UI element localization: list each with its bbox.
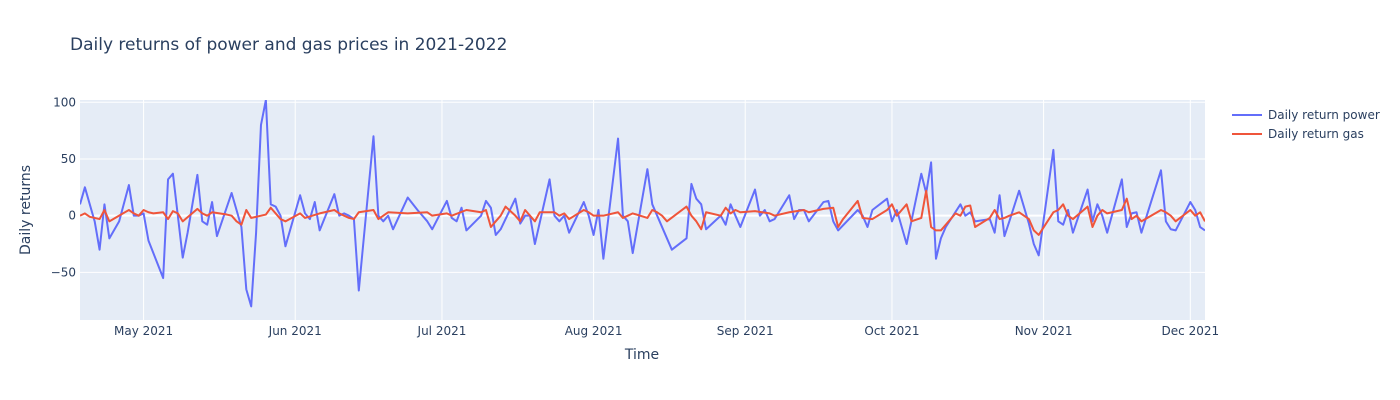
y-tick-label: 100 [53, 95, 76, 109]
x-axis-title: Time [624, 347, 659, 363]
plot-area[interactable] [80, 100, 1205, 320]
x-tick-label: Nov 2021 [1015, 324, 1073, 338]
legend-item-power[interactable]: Daily return power [1232, 108, 1380, 122]
x-tick-label: Jun 2021 [268, 324, 322, 338]
legend-label: Daily return gas [1268, 127, 1364, 141]
series-line-gas[interactable] [80, 189, 1205, 236]
y-tick-label: 50 [61, 152, 76, 166]
x-tick-label: May 2021 [114, 324, 173, 338]
x-tick-label: Sep 2021 [717, 324, 774, 338]
y-tick-label: −50 [51, 265, 76, 279]
series-layer [80, 100, 1205, 308]
x-tick-label: Aug 2021 [565, 324, 623, 338]
chart-title: Daily returns of power and gas prices in… [70, 35, 507, 55]
x-tick-label: Oct 2021 [864, 324, 919, 338]
y-gridlines [80, 101, 1205, 273]
x-tick-label: Dec 2021 [1162, 324, 1220, 338]
y-tick-labels: −50 0 50 100 [51, 95, 76, 279]
x-tick-label: Jul 2021 [417, 324, 467, 338]
y-axis-title: Daily returns [18, 165, 34, 255]
legend-label: Daily return power [1268, 108, 1380, 122]
y-tick-label: 0 [68, 209, 76, 223]
x-tick-labels: May 2021 Jun 2021 Jul 2021 Aug 2021 Sep 2021… [114, 324, 1219, 338]
legend: Daily return power Daily return gas [1232, 108, 1380, 141]
legend-item-gas[interactable]: Daily return gas [1232, 127, 1364, 141]
series-line-power[interactable] [80, 100, 1205, 308]
